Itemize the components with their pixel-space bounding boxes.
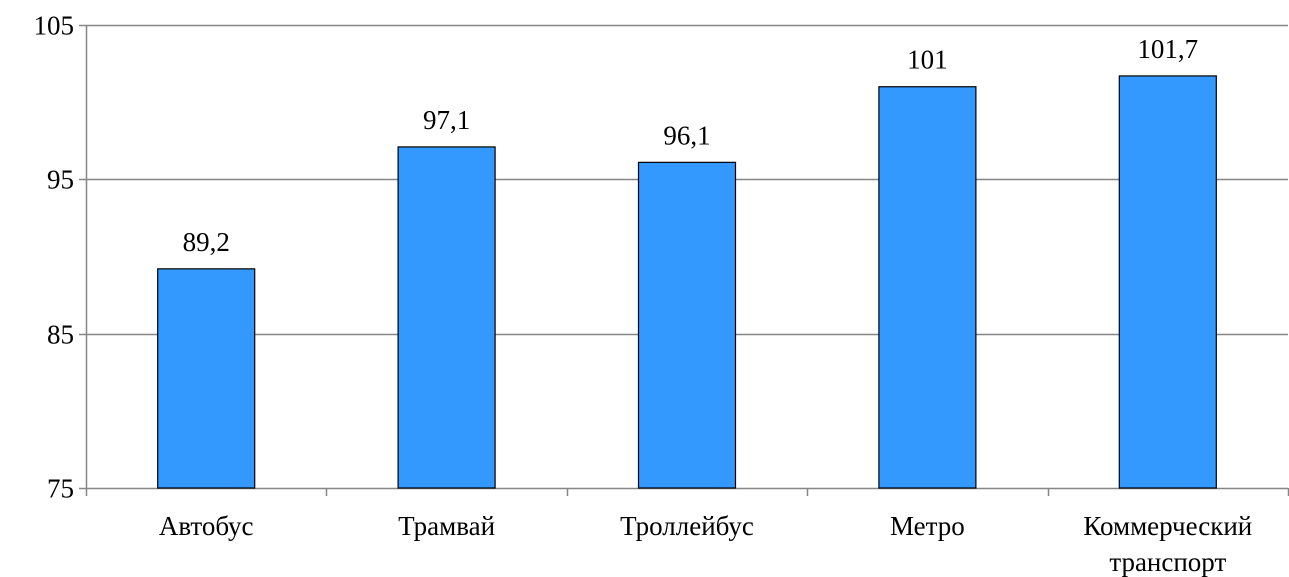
x-category-label: Метро [890,511,965,541]
x-category-label: Коммерческий [1083,511,1252,541]
data-label: 96,1 [663,120,710,150]
y-tick-label: 85 [47,320,74,350]
bar [878,86,977,489]
bar [1118,75,1217,489]
x-category-label: Трамвай [398,511,495,541]
data-label: 101 [907,45,948,75]
y-tick-label: 105 [34,11,75,41]
data-label: 101,7 [1137,34,1198,64]
x-category-label: Троллейбус [620,511,754,541]
axes [79,24,1289,496]
labels: 75 85 95 105 89,2 Автобус 97,1 Трамвай 96,1 Тролл… [34,11,1253,577]
bars [157,75,1217,489]
y-tick-label: 75 [47,474,74,504]
bar [397,146,496,489]
y-tick-label: 95 [47,165,74,195]
bar [637,161,737,489]
data-label: 89,2 [183,227,230,257]
x-category-label: Автобус [159,511,254,541]
data-label: 97,1 [423,105,470,135]
bar [157,268,256,489]
x-category-label: транспорт [1109,547,1226,577]
